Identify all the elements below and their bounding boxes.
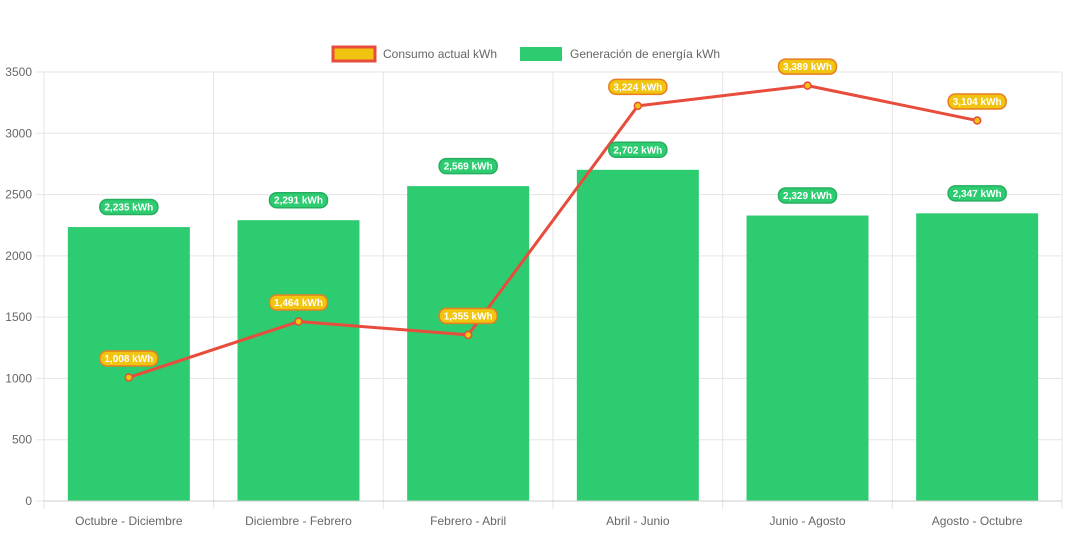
data-label-bg xyxy=(99,198,159,216)
data-label-text: 3,104 kWh xyxy=(953,97,1002,108)
data-label-bg xyxy=(777,58,838,75)
x-tick-label: Octubre - Diciembre xyxy=(75,514,183,528)
grid xyxy=(36,71,1063,509)
x-tick-label: Diciembre - Febrero xyxy=(245,514,352,528)
legend-item-consumo[interactable]: Consumo actual kWh xyxy=(331,45,497,63)
data-label-text: 1,464 kWh xyxy=(274,298,323,309)
y-tick-label: 3500 xyxy=(5,65,32,79)
bar[interactable] xyxy=(407,186,530,501)
data-label-bg xyxy=(947,93,1007,110)
data-label-text: 3,389 kWh xyxy=(783,62,832,73)
bar[interactable] xyxy=(576,169,699,501)
y-tick-label: 1000 xyxy=(5,371,32,385)
data-label: 2,291 kWh xyxy=(268,191,329,209)
data-label-bg xyxy=(438,157,498,175)
legend-label-consumo: Consumo actual kWh xyxy=(383,47,497,61)
data-label-bg xyxy=(99,350,159,367)
legend-label-generacion: Generación de energía kWh xyxy=(570,47,720,61)
bar[interactable] xyxy=(746,215,869,502)
data-label: 1,464 kWh xyxy=(268,294,329,311)
data-label: 2,569 kWh xyxy=(438,157,498,175)
data-labels: 2,235 kWh 2,291 kWh 2,569 kWh 2,702 kWh 2,32… xyxy=(99,58,1007,367)
data-label-text: 2,235 kWh xyxy=(104,203,153,214)
consumo-line xyxy=(128,84,978,379)
data-label: 1,355 kWh xyxy=(438,307,498,325)
line-point[interactable] xyxy=(294,317,303,326)
data-label-bg xyxy=(777,187,838,204)
data-label: 2,235 kWh xyxy=(99,198,159,216)
data-label-text: 2,702 kWh xyxy=(613,145,662,156)
y-tick-label: 3000 xyxy=(5,126,32,140)
data-label-bg xyxy=(608,78,668,96)
data-label: 2,702 kWh xyxy=(608,141,668,159)
data-label: 3,224 kWh xyxy=(608,78,668,96)
data-label-text: 1,355 kWh xyxy=(444,311,493,322)
line-point[interactable] xyxy=(633,101,643,111)
axes: 0 500 1000 1500 2000 2500 3000 3500 Octubre - Di… xyxy=(5,65,1062,528)
y-tick-label: 0 xyxy=(25,494,32,508)
legend: Consumo actual kWh Generación de energía … xyxy=(331,45,720,63)
x-tick-label: Febrero - Abril xyxy=(430,514,506,528)
data-label-text: 2,291 kWh xyxy=(274,196,323,207)
data-label: 1,008 kWh xyxy=(99,350,159,367)
y-tick-label: 1500 xyxy=(5,310,32,324)
x-tick-label: Junio - Agosto xyxy=(769,514,845,528)
data-label: 3,104 kWh xyxy=(947,93,1007,110)
data-label: 3,389 kWh xyxy=(777,58,838,75)
line-point[interactable] xyxy=(463,330,473,340)
legend-item-generacion[interactable]: Generación de energía kWh xyxy=(520,47,720,61)
data-label: 2,329 kWh xyxy=(777,187,838,204)
data-label-bg xyxy=(947,185,1007,202)
data-label-bg xyxy=(438,307,498,325)
y-tick-label: 2000 xyxy=(5,249,32,263)
line-point[interactable] xyxy=(803,81,812,90)
line-point[interactable] xyxy=(124,373,134,382)
data-label-text: 1,008 kWh xyxy=(104,354,153,365)
y-tick-label: 500 xyxy=(12,433,32,447)
bar[interactable] xyxy=(916,213,1039,501)
data-label-bg xyxy=(268,294,329,311)
line-series xyxy=(124,81,982,382)
data-label: 2,347 kWh xyxy=(947,185,1007,202)
legend-swatch-generacion xyxy=(520,47,562,61)
bar[interactable] xyxy=(237,220,360,502)
data-label-text: 3,224 kWh xyxy=(613,82,662,93)
x-tick-label: Abril - Junio xyxy=(606,514,670,528)
data-label-bg xyxy=(268,191,329,209)
data-label-bg xyxy=(608,141,668,159)
legend-swatch-consumo xyxy=(331,45,377,63)
data-label-text: 2,347 kWh xyxy=(953,189,1002,200)
line-point[interactable] xyxy=(972,116,982,125)
data-label-text: 2,329 kWh xyxy=(783,191,832,202)
x-tick-label: Agosto - Octubre xyxy=(932,514,1023,528)
data-label-text: 2,569 kWh xyxy=(444,162,493,173)
y-tick-label: 2500 xyxy=(5,188,32,202)
